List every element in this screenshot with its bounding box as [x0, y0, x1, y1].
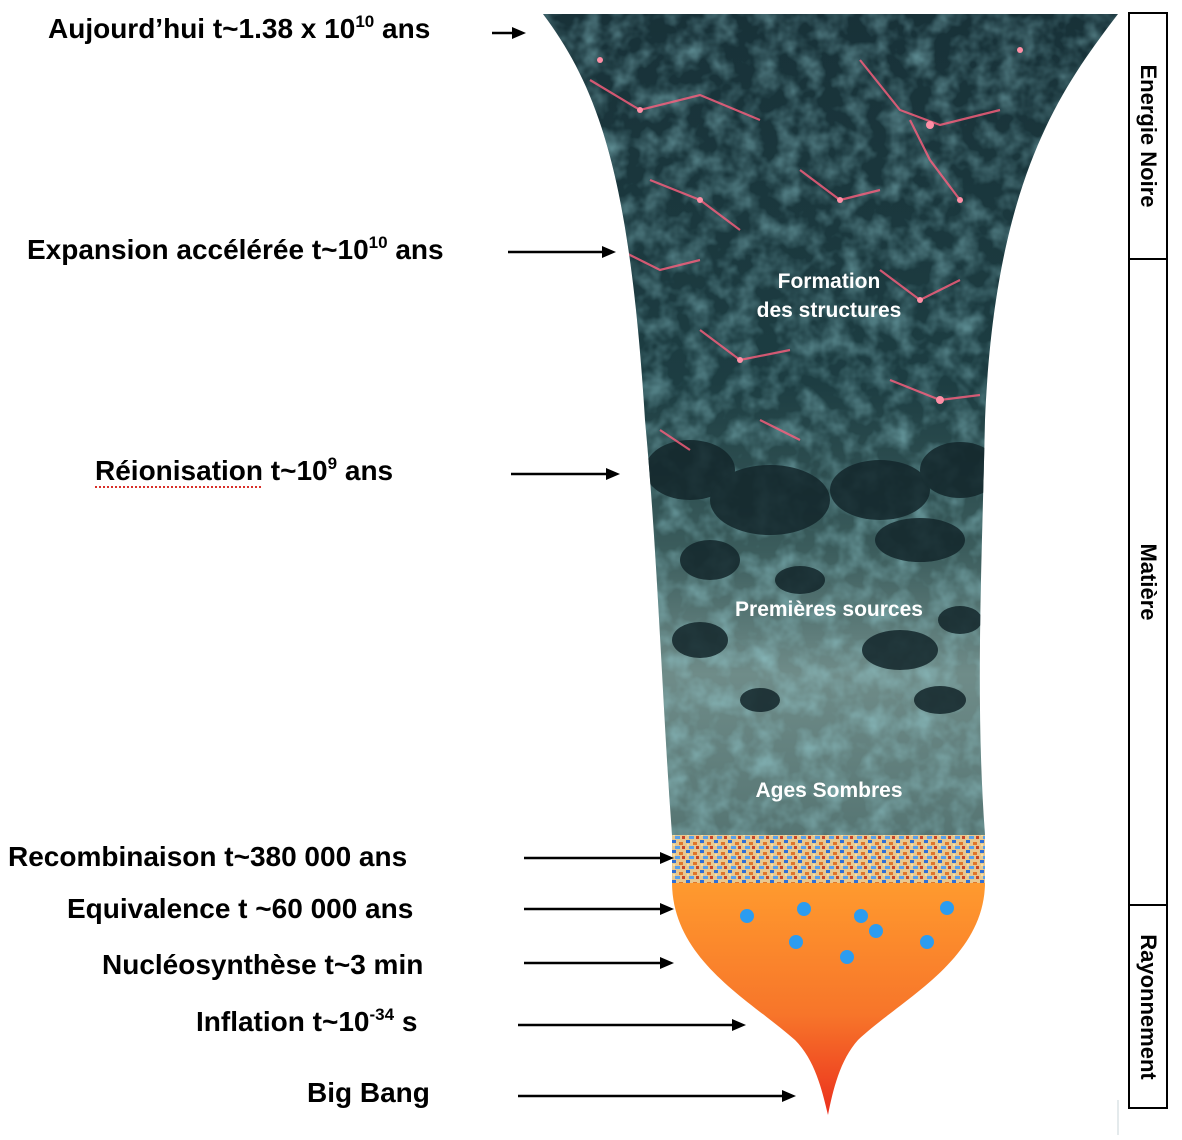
era-matter: Matière	[1128, 258, 1168, 906]
label-dark-ages: Ages Sombres	[755, 779, 903, 802]
arrows	[492, 27, 796, 1102]
era-dark-energy: Energie Noire	[1128, 12, 1168, 260]
era-dark-energy-label: Energie Noire	[1136, 64, 1161, 208]
arrow-reionisation	[511, 468, 620, 480]
label-reionisation: Réionisation t~109 ans	[95, 454, 394, 486]
ionized-bubbles	[645, 440, 1000, 714]
arrow-recombination	[524, 852, 674, 864]
arrow-nucleosynthesis	[524, 957, 674, 969]
plasma-region	[660, 883, 1000, 1115]
label-equivalence: Equivalence t ~60 000 ans	[67, 893, 414, 924]
particles	[740, 901, 954, 964]
label-inflation: Inflation t~10-34 s	[196, 1005, 418, 1037]
arrow-inflation	[518, 1019, 746, 1031]
era-matter-label: Matière	[1136, 543, 1161, 621]
filament-knots	[597, 47, 1023, 404]
label-formation-structures: Formation des structures	[729, 267, 929, 325]
formation-line1: Formation	[777, 270, 881, 293]
cmb-band	[660, 835, 1000, 883]
formation-line2: des structures	[756, 299, 902, 322]
label-first-sources: Premières sources	[735, 598, 923, 621]
label-acceleration: Expansion accélérée t~1010 ans	[27, 233, 444, 265]
arrow-acceleration	[508, 246, 616, 258]
label-bigbang: Big Bang	[307, 1077, 430, 1108]
arrow-equivalence	[524, 903, 674, 915]
arrow-bigbang	[518, 1090, 796, 1102]
funnel-interior	[543, 14, 1118, 1115]
label-nucleosynthesis: Nucléosynthèse t~3 min	[102, 949, 424, 980]
label-today: Aujourd’hui t~1.38 x 1010 ans	[48, 12, 431, 44]
era-radiation: Rayonnement	[1128, 904, 1168, 1109]
era-radiation-label: Rayonnement	[1136, 933, 1161, 1080]
arrow-today	[492, 27, 526, 39]
label-recombination: Recombinaison t~380 000 ans	[8, 841, 408, 872]
